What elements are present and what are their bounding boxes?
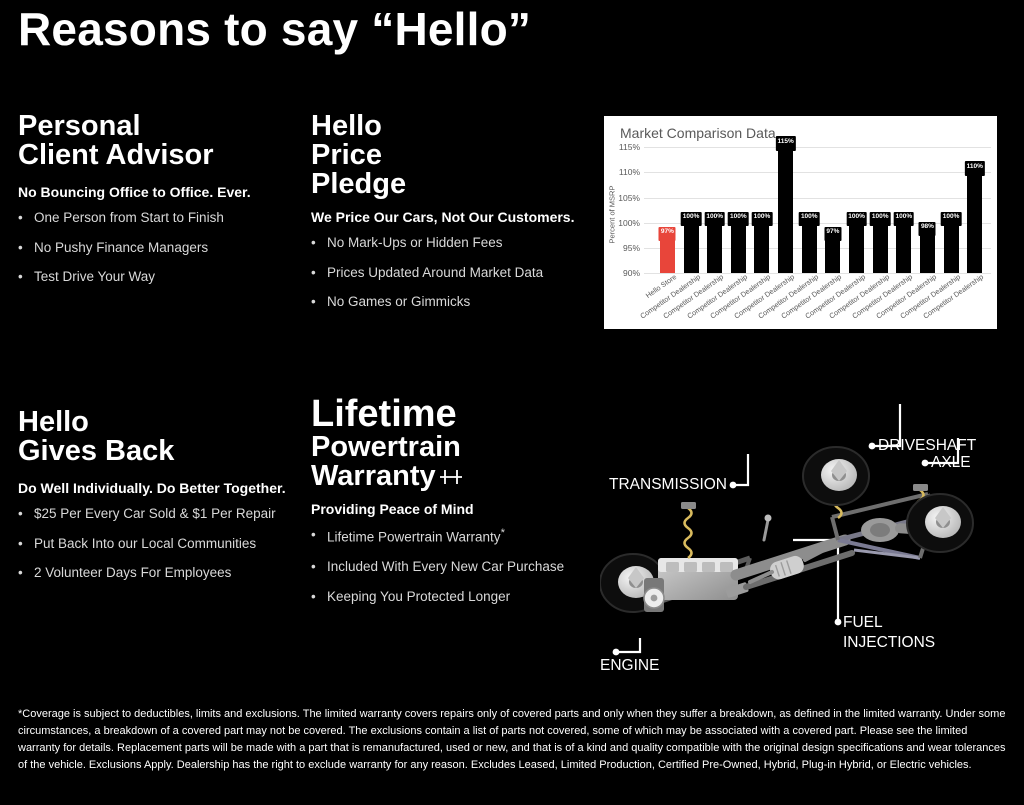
- svg-text:DRIVESHAFT: DRIVESHAFT: [878, 437, 977, 454]
- svg-text:FUEL: FUEL: [843, 614, 883, 631]
- svg-text:TRANSMISSION: TRANSMISSION: [609, 476, 727, 493]
- svg-text:AXLE: AXLE: [931, 454, 971, 471]
- svg-text:ENGINE: ENGINE: [600, 657, 659, 674]
- svg-text:INJECTIONS: INJECTIONS: [843, 634, 935, 651]
